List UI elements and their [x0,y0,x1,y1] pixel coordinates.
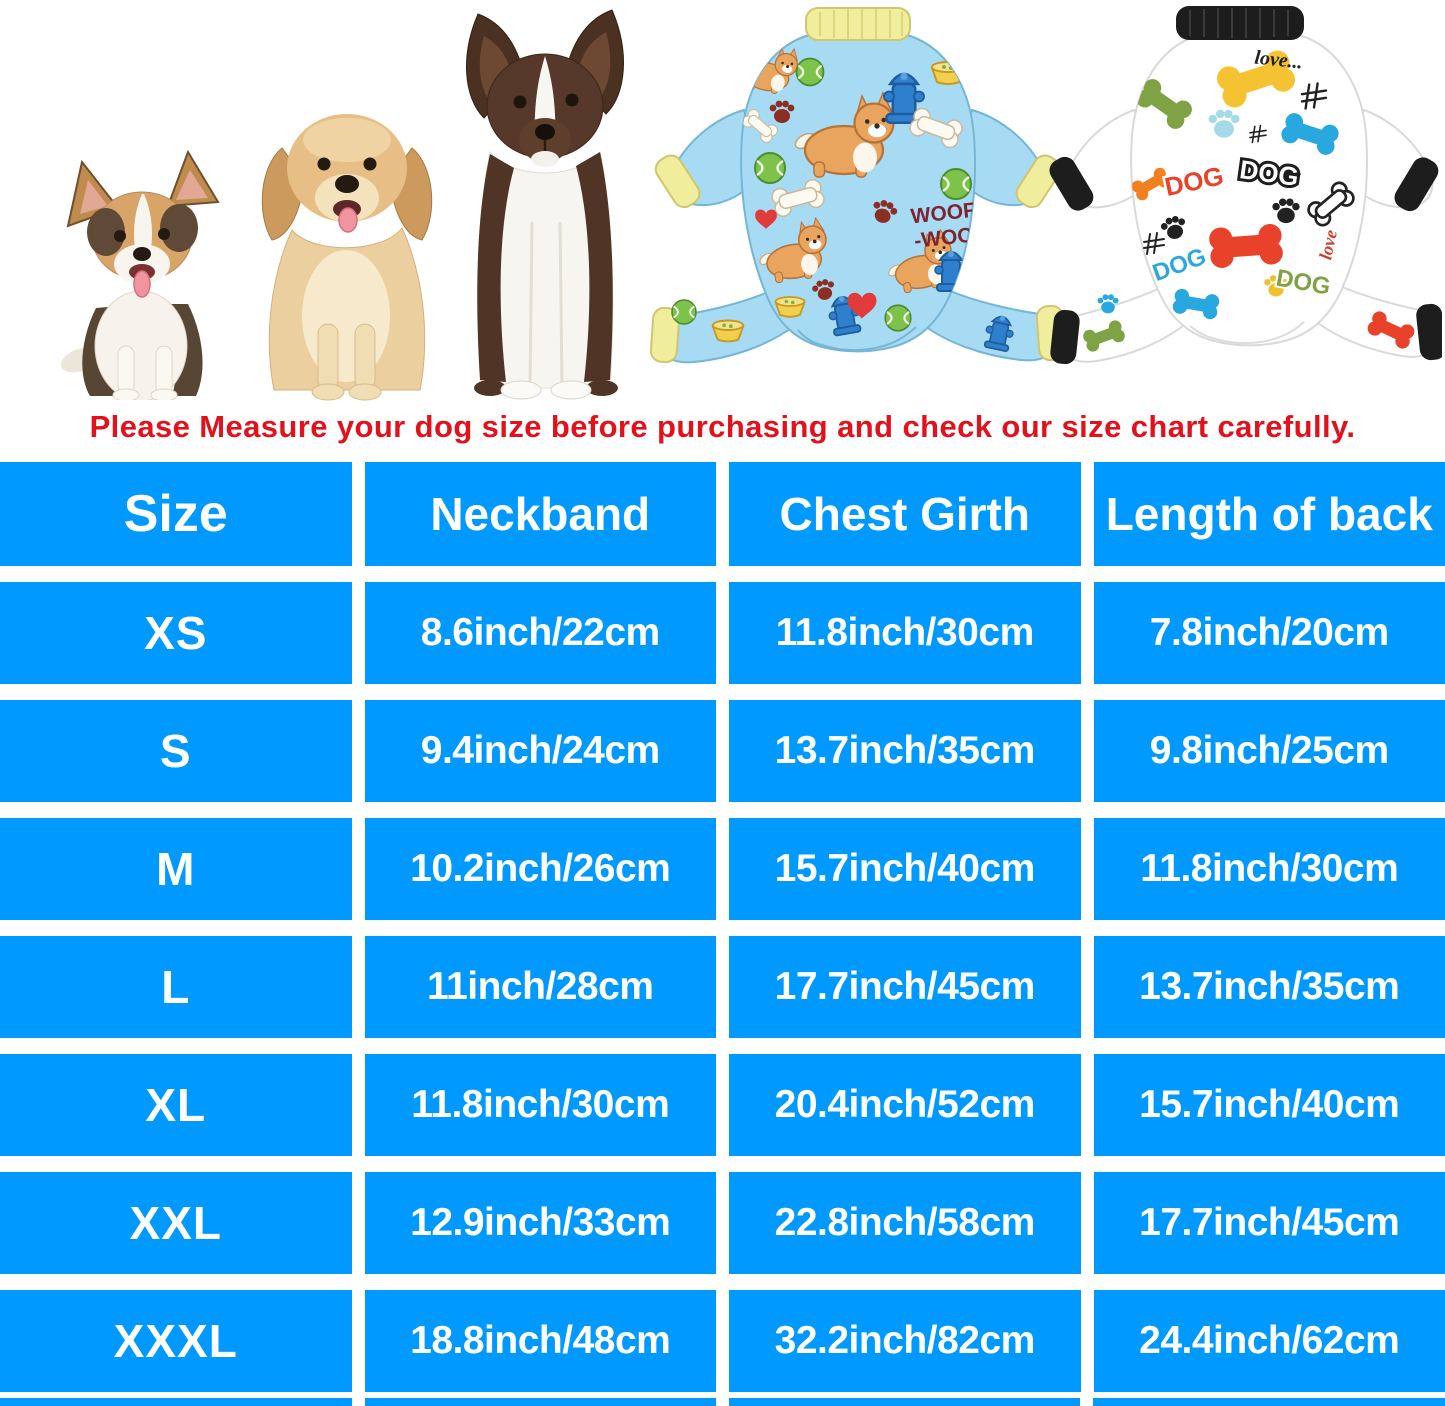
pajama-cuff [1416,303,1442,361]
size-label-cell: XL [0,1054,352,1156]
measurement-cell: 17.7inch/45cm [729,936,1081,1038]
size-chart-header-neckband: Neckband [364,462,716,566]
table-row-partial [729,1398,1080,1406]
measurement-cell: 8.6inch/22cm [364,582,716,684]
border-collie-puppy-photo [466,9,624,400]
size-label-cell: XS [0,582,352,684]
measurement-cell: 15.7inch/40cm [729,818,1081,920]
table-row-partial [365,1398,716,1406]
measurement-cell: 24.4inch/62cm [1093,1290,1445,1392]
measurement-cell: 13.7inch/35cm [729,700,1081,802]
measurement-cell: 22.8inch/58cm [729,1172,1081,1274]
bone-print-pajama-photo: DOG DOG DOG DOG love... love [1049,6,1442,365]
measurement-cell: 15.7inch/40cm [1093,1054,1445,1156]
measurement-cell: 11.8inch/30cm [1093,818,1445,920]
table-row-partial [0,1398,352,1406]
size-label-cell: M [0,818,352,920]
measurement-cell: 17.7inch/45cm [1093,1172,1445,1274]
pajama-cuff [1015,154,1062,209]
measurement-cell: 10.2inch/26cm [364,818,716,920]
table-row-partial [1093,1398,1445,1406]
measurement-cell: 11.8inch/30cm [729,582,1081,684]
pajama-cuff [1050,309,1080,365]
size-warning-text: Please Measure your dog size before purc… [89,409,1356,444]
size-label-cell: XXL [0,1172,352,1274]
measurement-cell: 13.7inch/35cm [1093,936,1445,1038]
measurement-cell: 32.2inch/82cm [729,1290,1081,1392]
pajama-collar [805,7,911,41]
measurement-cell: 20.4inch/52cm [729,1054,1081,1156]
size-label-cell: L [0,936,352,1038]
golden-retriever-puppy-photo [261,114,433,401]
size-chart-header-chest-girth: Chest Girth [729,462,1081,566]
pajama-cuff [1394,157,1439,212]
measurement-cell: 11inch/28cm [364,936,716,1038]
measurement-cell: 9.4inch/24cm [364,700,716,802]
size-label-cell: XXXL [0,1290,352,1392]
corgi-print-pajama-photo: WOOF -WOOF [649,7,1067,364]
love-text: love... [1253,47,1303,74]
size-chart-header-size: Size [0,462,352,566]
size-label-cell: S [0,700,352,802]
measurement-cell: 12.9inch/33cm [364,1172,716,1274]
measurement-cell: 11.8inch/30cm [364,1054,716,1156]
size-chart-header-back-length: Length of back [1093,462,1445,566]
measurement-cell: 18.8inch/48cm [364,1290,716,1392]
pajama-cuff [654,154,701,209]
pajama-collar [1176,6,1304,40]
size-chart: Size Neckband Chest Girth Length of back… [0,462,1445,1392]
measurement-cell: 9.8inch/25cm [1093,700,1445,802]
measurement-cell: 7.8inch/20cm [1093,582,1445,684]
corgi-puppy-photo [60,149,220,400]
pajama-cuff [1049,156,1094,211]
pajama-cuff [649,306,681,364]
